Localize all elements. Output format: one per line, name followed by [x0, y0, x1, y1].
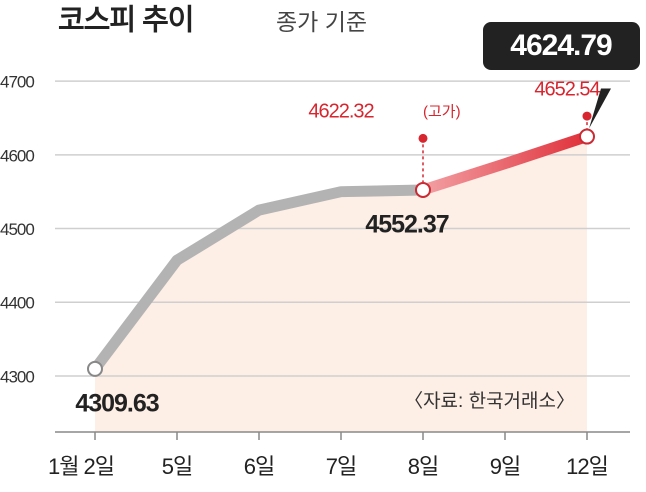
- high-note: (고가): [423, 103, 461, 120]
- chart-title: 코스피 추이: [58, 4, 193, 37]
- line: [417, 131, 593, 196]
- line: [89, 184, 429, 375]
- area: [423, 136, 587, 433]
- callout-box: [483, 22, 640, 70]
- point-marker: [87, 360, 103, 377]
- chart-subtitle: 종가 기준: [276, 9, 367, 35]
- y-tick-label: 4700: [0, 73, 34, 92]
- high-label: 4652.54: [534, 78, 600, 100]
- x-tick-label: 5일: [162, 454, 192, 479]
- high-marker: [582, 111, 592, 121]
- value-label: 4552.37: [365, 211, 448, 239]
- x-tick-label: 12일: [566, 454, 608, 479]
- high-marker: [418, 133, 428, 143]
- x-tick-label: 9일: [490, 454, 520, 479]
- high-label: 4622.32: [308, 101, 374, 123]
- y-tick-label: 4400: [0, 294, 34, 313]
- source: 〈자료: 한국거래소〉: [404, 390, 575, 412]
- x-tick-label: 1월 2일: [48, 454, 114, 479]
- x-tick-label: 6일: [244, 454, 274, 479]
- point-marker: [579, 128, 595, 145]
- callout-pointer: [589, 88, 611, 129]
- value-label: 4309.63: [75, 389, 158, 417]
- x-tick-label: 8일: [408, 454, 438, 479]
- area: [95, 189, 423, 432]
- point-marker: [415, 181, 431, 198]
- y-tick-label: 4600: [0, 146, 34, 165]
- value-label: 4624.79: [510, 29, 612, 62]
- x-tick-label: 7일: [326, 454, 356, 479]
- y-tick-label: 4500: [0, 220, 34, 239]
- y-tick-label: 4300: [0, 367, 34, 386]
